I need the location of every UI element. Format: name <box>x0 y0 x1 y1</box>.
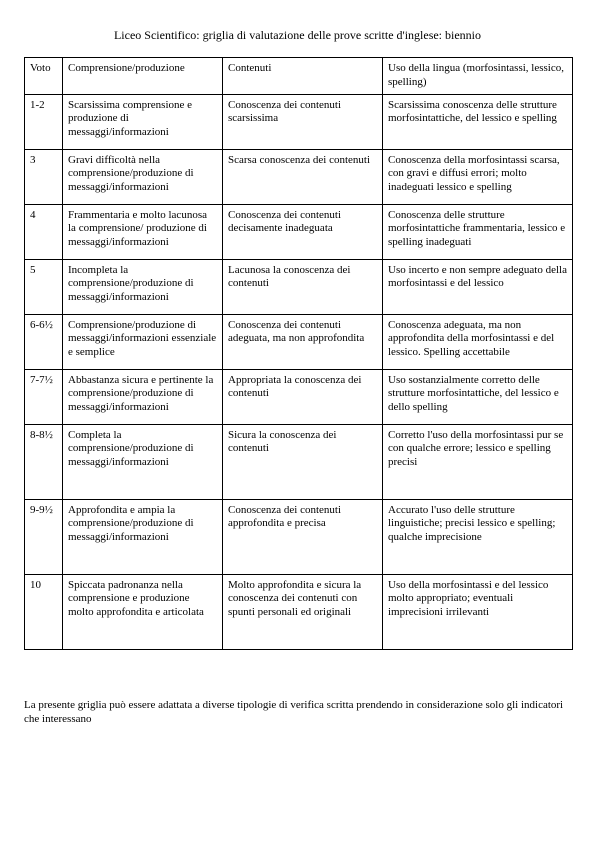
cell-comprensione: Spiccata padronanza nella comprensione e… <box>63 574 223 649</box>
table-row: 10Spiccata padronanza nella comprensione… <box>25 574 573 649</box>
cell-comprensione: Abbastanza sicura e pertinente la compre… <box>63 369 223 424</box>
cell-uso: Conoscenza delle strutture morfosintatti… <box>383 204 573 259</box>
cell-voto: 5 <box>25 259 63 314</box>
col-header-uso: Uso della lingua (morfosintassi, lessico… <box>383 58 573 95</box>
cell-comprensione: Frammentaria e molto lacunosa la compren… <box>63 204 223 259</box>
cell-uso: Conoscenza adeguata, ma non approfondita… <box>383 314 573 369</box>
table-row: 5Incompleta la comprensione/produzione d… <box>25 259 573 314</box>
table-row: 8-8½Completa la comprensione/produzione … <box>25 424 573 499</box>
cell-comprensione: Comprensione/produzione di messaggi/info… <box>63 314 223 369</box>
cell-uso: Scarsissima conoscenza delle strutture m… <box>383 94 573 149</box>
page-title: Liceo Scientifico: griglia di valutazion… <box>24 28 571 43</box>
col-header-voto: Voto <box>25 58 63 95</box>
cell-contenuti: Sicura la conoscenza dei contenuti <box>223 424 383 499</box>
cell-comprensione: Scarsissima comprensione e produzione di… <box>63 94 223 149</box>
footnote-text: La presente griglia può essere adattata … <box>24 698 571 728</box>
cell-uso: Uso della morfosintassi e del lessico mo… <box>383 574 573 649</box>
cell-contenuti: Conoscenza dei contenuti decisamente ina… <box>223 204 383 259</box>
cell-contenuti: Conoscenza dei contenuti adeguata, ma no… <box>223 314 383 369</box>
rubric-table: Voto Comprensione/produzione Contenuti U… <box>24 57 573 650</box>
table-row: 3Gravi difficoltà nella comprensione/pro… <box>25 149 573 204</box>
cell-contenuti: Conoscenza dei contenuti approfondita e … <box>223 499 383 574</box>
table-header-row: Voto Comprensione/produzione Contenuti U… <box>25 58 573 95</box>
cell-voto: 1-2 <box>25 94 63 149</box>
table-row: 4Frammentaria e molto lacunosa la compre… <box>25 204 573 259</box>
cell-voto: 9-9½ <box>25 499 63 574</box>
cell-uso: Uso incerto e non sempre adeguato della … <box>383 259 573 314</box>
cell-voto: 6-6½ <box>25 314 63 369</box>
table-row: 7-7½Abbastanza sicura e pertinente la co… <box>25 369 573 424</box>
table-row: 9-9½Approfondita e ampia la comprensione… <box>25 499 573 574</box>
cell-comprensione: Gravi difficoltà nella comprensione/prod… <box>63 149 223 204</box>
cell-voto: 7-7½ <box>25 369 63 424</box>
cell-contenuti: Appropriata la conoscenza dei contenuti <box>223 369 383 424</box>
cell-contenuti: Lacunosa la conoscenza dei contenuti <box>223 259 383 314</box>
col-header-comprensione: Comprensione/produzione <box>63 58 223 95</box>
cell-contenuti: Conoscenza dei contenuti scarsissima <box>223 94 383 149</box>
cell-uso: Uso sostanzialmente corretto delle strut… <box>383 369 573 424</box>
col-header-contenuti: Contenuti <box>223 58 383 95</box>
cell-voto: 10 <box>25 574 63 649</box>
cell-contenuti: Molto approfondita e sicura la conoscenz… <box>223 574 383 649</box>
cell-uso: Accurato l'uso delle strutture linguisti… <box>383 499 573 574</box>
table-row: 6-6½Comprensione/produzione di messaggi/… <box>25 314 573 369</box>
cell-voto: 4 <box>25 204 63 259</box>
cell-comprensione: Incompleta la comprensione/produzione di… <box>63 259 223 314</box>
cell-contenuti: Scarsa conoscenza dei contenuti <box>223 149 383 204</box>
cell-voto: 8-8½ <box>25 424 63 499</box>
cell-voto: 3 <box>25 149 63 204</box>
cell-uso: Conoscenza della morfosintassi scarsa, c… <box>383 149 573 204</box>
cell-comprensione: Approfondita e ampia la comprensione/pro… <box>63 499 223 574</box>
cell-comprensione: Completa la comprensione/produzione di m… <box>63 424 223 499</box>
cell-uso: Corretto l'uso della morfosintassi pur s… <box>383 424 573 499</box>
table-row: 1-2Scarsissima comprensione e produzione… <box>25 94 573 149</box>
